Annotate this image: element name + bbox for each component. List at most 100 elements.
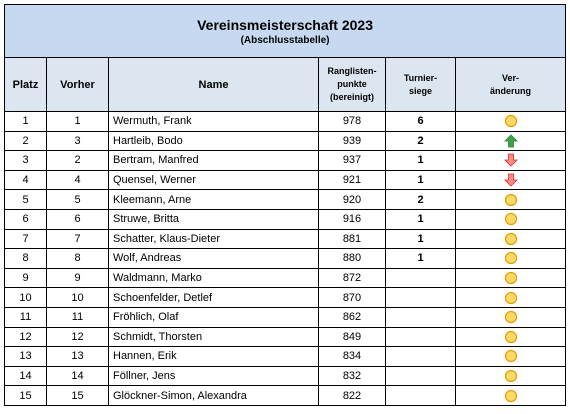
table-cell: 2 <box>46 150 109 171</box>
table-cell: 1 <box>385 208 456 230</box>
table-cell: 9 <box>46 267 109 289</box>
trend-icon <box>504 369 517 383</box>
trend-icon <box>503 154 518 168</box>
header-line: änderung <box>490 85 532 96</box>
table-cell: 12 <box>4 326 47 348</box>
column-header: Name <box>108 57 319 112</box>
table-cell: 916 <box>318 208 386 230</box>
table-row: 2 3 Hartleib, Bodo 939 2 <box>4 130 567 152</box>
table-row: 15 15 Glöckner-Simon, Alexandra 822 <box>4 385 567 406</box>
table-cell: 832 <box>318 365 386 387</box>
trend-cell <box>454 189 567 210</box>
table-cell: 8 <box>4 248 47 269</box>
subtitle: (Abschlusstabelle) <box>240 34 330 46</box>
table-cell: 10 <box>46 287 109 308</box>
table-cell: Glöckner-Simon, Alexandra <box>108 385 319 406</box>
trend-cell <box>454 228 567 250</box>
trend-icon <box>504 232 517 245</box>
table-body: 1 1 Wermuth, Frank 978 6 2 3 Hartleib, Bodo 939 2… <box>4 111 567 406</box>
table-cell: 7 <box>4 228 47 250</box>
table-cell <box>385 287 456 308</box>
table-cell <box>385 267 456 289</box>
table-row: 10 10 Schoenfelder, Detlef 870 <box>4 287 567 308</box>
table-row: 9 9 Waldmann, Marko 872 <box>4 267 567 289</box>
table-cell: 1 <box>385 169 456 191</box>
column-header: Vorher <box>46 57 109 112</box>
trend-icon <box>504 389 517 402</box>
trend-cell <box>454 208 567 230</box>
header-line: Name <box>198 78 229 91</box>
table-cell: 8 <box>46 248 109 269</box>
table-cell: 4 <box>4 169 47 191</box>
header-row: Platz Vorher Name Ranglisten-punkte (bereini… <box>4 57 567 112</box>
column-header: Ranglisten-punkte (bereinigt) <box>318 57 386 112</box>
trend-icon <box>504 213 517 226</box>
table-cell: 13 <box>4 346 47 367</box>
trend-icon <box>504 271 517 285</box>
column-header: Turnier-siege <box>385 57 456 112</box>
table-cell <box>385 385 456 406</box>
table-cell: Struwe, Britta <box>108 208 319 230</box>
trend-icon <box>504 330 517 343</box>
table-row: 12 12 Schmidt, Thorsten 849 <box>4 326 567 348</box>
table-cell: 6 <box>385 111 456 132</box>
trend-cell <box>454 287 567 308</box>
table-cell: 1 <box>385 248 456 269</box>
table-cell: 2 <box>385 189 456 210</box>
table-cell: Bertram, Manfred <box>108 150 319 171</box>
table-cell: Wermuth, Frank <box>108 111 319 132</box>
table-cell: 849 <box>318 326 386 348</box>
table-cell: Waldmann, Marko <box>108 267 319 289</box>
table-cell: 12 <box>46 326 109 348</box>
table-cell: 9 <box>4 267 47 289</box>
table-cell: 870 <box>318 287 386 308</box>
table-cell: 6 <box>4 208 47 230</box>
table-cell: 7 <box>46 228 109 250</box>
table-row: 8 8 Wolf, Andreas 880 1 <box>4 248 567 269</box>
table-cell: 939 <box>318 130 386 152</box>
table-cell: 5 <box>4 189 47 210</box>
table-cell: 881 <box>318 228 386 250</box>
trend-cell <box>454 326 567 348</box>
column-header: Platz <box>4 57 47 112</box>
trend-cell <box>454 248 567 269</box>
table-cell: 13 <box>46 346 109 367</box>
table-row: 5 5 Kleemann, Arne 920 2 <box>4 189 567 210</box>
table-cell: 11 <box>46 306 109 328</box>
table-row: 6 6 Struwe, Britta 916 1 <box>4 208 567 230</box>
table-cell <box>385 326 456 348</box>
table-cell: Quensel, Werner <box>108 169 319 191</box>
header-line: punkte <box>337 79 367 89</box>
table-cell: 2 <box>4 130 47 152</box>
table-cell: 6 <box>46 208 109 230</box>
table-cell: 15 <box>46 385 109 406</box>
table-cell: Schmidt, Thorsten <box>108 326 319 348</box>
table-cell: Wolf, Andreas <box>108 248 319 269</box>
trend-icon <box>504 311 517 324</box>
table-cell: 1 <box>385 150 456 171</box>
table-cell: 921 <box>318 169 386 191</box>
trend-cell <box>454 306 567 328</box>
table-cell: 3 <box>4 150 47 171</box>
trend-cell <box>454 150 567 171</box>
trend-cell <box>454 365 567 387</box>
trend-icon <box>504 193 517 206</box>
standings-table: Vereinsmeisterschaft 2023 (Abschlusstabe… <box>3 4 567 406</box>
table-cell: 862 <box>318 306 386 328</box>
table-cell <box>385 346 456 367</box>
header-line: Vorher <box>60 78 95 91</box>
table-row: 13 13 Hannen, Erik 834 <box>4 346 567 367</box>
table-cell: 872 <box>318 267 386 289</box>
header-line: Ver- <box>502 72 520 83</box>
table-cell <box>385 365 456 387</box>
header-line: (bereinigt) <box>330 92 374 102</box>
table-row: 11 11 Fröhlich, Olaf 862 <box>4 306 567 328</box>
table-row: 3 2 Bertram, Manfred 937 1 <box>4 150 567 171</box>
table-cell: 14 <box>46 365 109 387</box>
table-row: 7 7 Schatter, Klaus-Dieter 881 1 <box>4 228 567 250</box>
title: Vereinsmeisterschaft 2023 <box>197 16 373 33</box>
column-header: Ver-änderung <box>454 57 567 112</box>
trend-cell <box>454 130 567 152</box>
trend-icon <box>504 350 517 363</box>
